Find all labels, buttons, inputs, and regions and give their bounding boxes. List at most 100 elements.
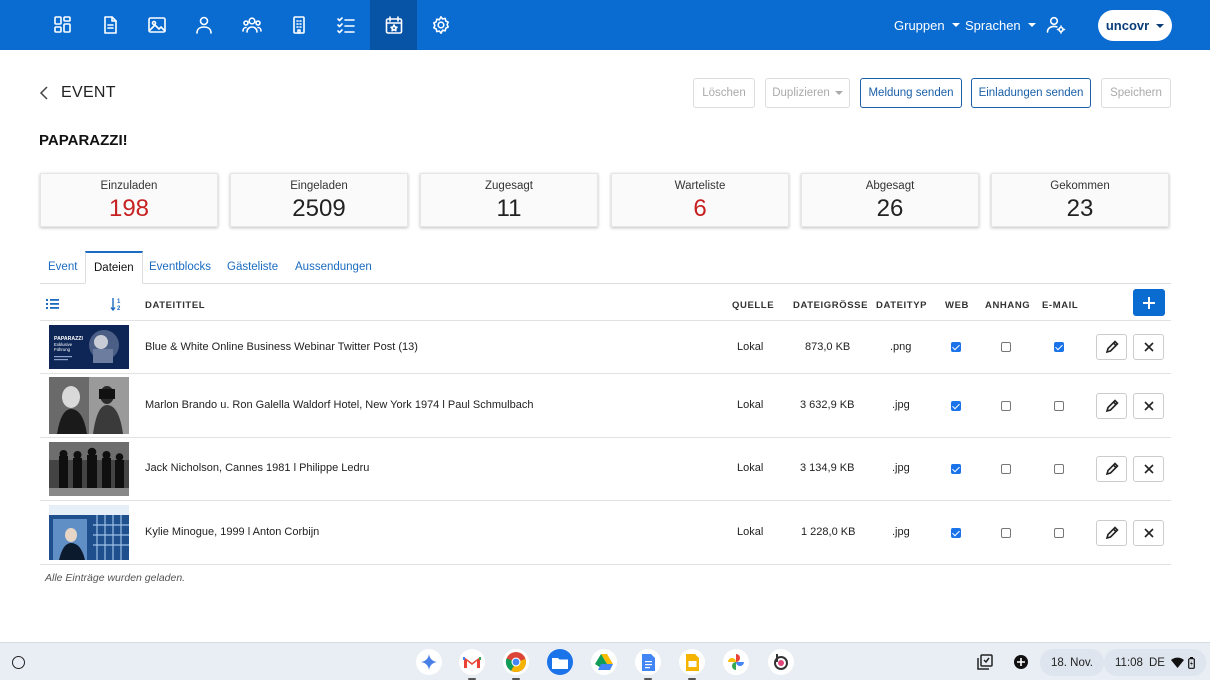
- attachment-checkbox[interactable]: [1001, 401, 1011, 411]
- user-settings-icon[interactable]: [1033, 0, 1079, 50]
- duplicate-button[interactable]: Duplizieren: [765, 78, 850, 108]
- chevron-left-icon: [39, 86, 48, 100]
- column-header-web[interactable]: WEB: [945, 300, 969, 311]
- email-checkbox[interactable]: [1054, 401, 1064, 411]
- file-title[interactable]: Blue & White Online Business Webinar Twi…: [145, 341, 418, 353]
- tote-icon[interactable]: [972, 649, 998, 675]
- send-message-button[interactable]: Meldung senden: [860, 78, 962, 108]
- tab-eventblocks[interactable]: Eventblocks: [149, 261, 212, 273]
- back-link[interactable]: EVENT: [39, 84, 116, 102]
- column-header-email[interactable]: E-MAIL: [1042, 300, 1079, 311]
- column-header-attachment[interactable]: ANHANG: [985, 300, 1031, 311]
- pencil-icon: [1105, 340, 1119, 354]
- edit-button[interactable]: [1096, 520, 1127, 546]
- running-indicator: [512, 678, 520, 680]
- file-title[interactable]: Marlon Brando u. Ron Galella Waldorf Hot…: [145, 399, 534, 411]
- file-title[interactable]: Kylie Minogue, 1999 l Anton Corbijn: [145, 526, 320, 538]
- thumbnail-graphic: [49, 505, 129, 560]
- event-title: PAPARAZZI!: [39, 132, 128, 149]
- web-checkbox[interactable]: [951, 342, 961, 352]
- file-thumbnail[interactable]: [49, 505, 129, 560]
- web-checkbox[interactable]: [951, 528, 961, 538]
- sort-icon[interactable]: 1 2: [110, 297, 124, 311]
- keyboard-language: DE: [1148, 656, 1165, 669]
- stat-value: 11: [496, 195, 522, 222]
- column-header-type[interactable]: DATEITYP: [876, 300, 928, 311]
- calendar-star-icon[interactable]: [370, 0, 417, 50]
- file-thumbnail[interactable]: PAPARAZZI Exklusive Führung: [49, 325, 129, 369]
- delete-row-button[interactable]: [1133, 393, 1164, 419]
- photos-icon[interactable]: [723, 649, 749, 675]
- save-button[interactable]: Speichern: [1101, 78, 1171, 108]
- email-checkbox[interactable]: [1054, 528, 1064, 538]
- status-tray[interactable]: 11:08 DE: [1104, 649, 1206, 676]
- email-checkbox[interactable]: [1054, 464, 1064, 474]
- delete-button[interactable]: Löschen: [693, 78, 755, 108]
- file-title[interactable]: Jack Nicholson, Cannes 1981 l Philippe L…: [145, 462, 370, 474]
- email-checkbox[interactable]: [1054, 342, 1064, 352]
- tab-mailings[interactable]: Aussendungen: [295, 261, 372, 273]
- document-icon[interactable]: [86, 0, 133, 50]
- stat-label: Abgesagt: [865, 180, 915, 192]
- duplicate-button-label: Duplizieren: [772, 87, 830, 99]
- checklist-icon[interactable]: [322, 0, 369, 50]
- web-checkbox[interactable]: [951, 464, 961, 474]
- file-size: 873,0 KB: [805, 341, 851, 353]
- thumbnail-graphic: [49, 377, 129, 434]
- file-size: 3 632,9 KB: [800, 399, 855, 411]
- tab-files[interactable]: Dateien: [85, 251, 143, 284]
- gemini-icon[interactable]: [416, 649, 442, 675]
- add-file-button[interactable]: [1133, 289, 1165, 316]
- chrome-icon[interactable]: [503, 649, 529, 680]
- column-header-size[interactable]: DATEIGRÖSSE: [793, 300, 869, 311]
- file-thumbnail[interactable]: [49, 377, 129, 434]
- file-thumbnail[interactable]: [49, 442, 129, 496]
- drive-icon[interactable]: [591, 649, 617, 675]
- edit-button[interactable]: [1096, 456, 1127, 482]
- gear-icon[interactable]: [417, 0, 464, 50]
- web-checkbox[interactable]: [951, 401, 961, 411]
- column-header-source[interactable]: QUELLE: [732, 300, 775, 311]
- stat-label: Zugesagt: [485, 180, 533, 192]
- image-icon[interactable]: [133, 0, 180, 50]
- battery-icon: [1188, 656, 1195, 669]
- page-title: EVENT: [61, 84, 116, 101]
- stat-label: Warteliste: [674, 180, 726, 192]
- top-navigation-bar: Gruppen Sprachen uncovr: [0, 0, 1210, 50]
- add-circle-icon[interactable]: [1008, 649, 1034, 675]
- delete-row-button[interactable]: [1133, 334, 1164, 360]
- date-tray[interactable]: 18. Nov.: [1040, 649, 1104, 676]
- groups-menu[interactable]: Gruppen: [894, 0, 960, 50]
- edit-button[interactable]: [1096, 334, 1127, 360]
- attachment-checkbox[interactable]: [1001, 464, 1011, 474]
- file-size: 3 134,9 KB: [800, 462, 855, 474]
- app-icon[interactable]: [768, 649, 794, 675]
- list-view-icon[interactable]: [46, 297, 60, 311]
- dashboard-icon[interactable]: [39, 0, 86, 50]
- attachment-checkbox[interactable]: [1001, 528, 1011, 538]
- slides-icon[interactable]: [679, 649, 705, 680]
- person-icon[interactable]: [180, 0, 227, 50]
- os-shelf: 18. Nov. 11:08 DE: [0, 642, 1210, 680]
- send-invitations-button[interactable]: Einladungen senden: [971, 78, 1091, 108]
- tab-event[interactable]: Event: [48, 261, 78, 273]
- thumbnail-graphic: [49, 442, 129, 496]
- people-icon[interactable]: [228, 0, 275, 50]
- edit-button[interactable]: [1096, 393, 1127, 419]
- file-source: Lokal: [737, 526, 764, 538]
- building-icon[interactable]: [275, 0, 322, 50]
- docs-icon[interactable]: [635, 649, 661, 680]
- chevron-down-icon: [951, 23, 960, 27]
- languages-menu-label: Sprachen: [965, 17, 1021, 33]
- launcher-icon[interactable]: [12, 656, 25, 669]
- files-icon[interactable]: [547, 649, 573, 675]
- column-header-title[interactable]: DATEITITEL: [145, 300, 206, 311]
- delete-row-button[interactable]: [1133, 456, 1164, 482]
- user-menu-button[interactable]: uncovr: [1098, 10, 1172, 41]
- gmail-icon[interactable]: [459, 649, 485, 680]
- attachment-checkbox[interactable]: [1001, 342, 1011, 352]
- languages-menu[interactable]: Sprachen: [965, 0, 1036, 50]
- running-indicator: [688, 678, 696, 680]
- tab-guestlist[interactable]: Gästeliste: [227, 261, 279, 273]
- delete-row-button[interactable]: [1133, 520, 1164, 546]
